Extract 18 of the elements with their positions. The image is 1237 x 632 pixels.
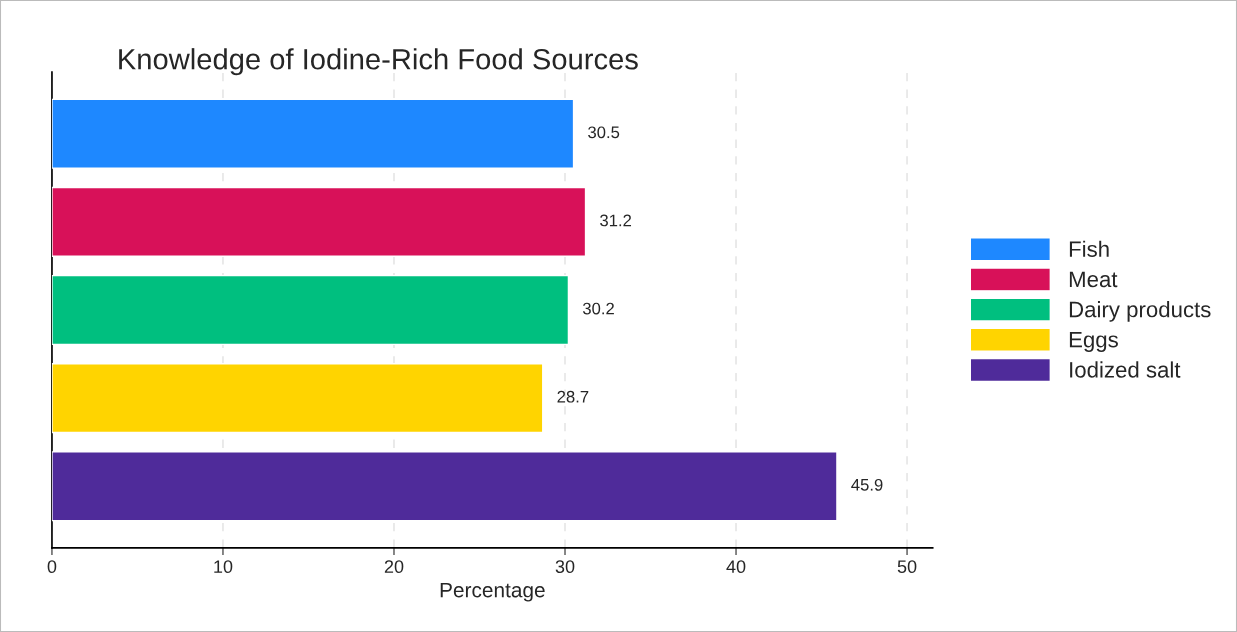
- x-tick-label: 30: [555, 560, 575, 574]
- legend-label: Iodized salt: [1070, 361, 1181, 378]
- x-tick-label: 0: [47, 560, 57, 574]
- chart-title: Knowledge of Iodine-Rich Food Sources: [119, 48, 638, 76]
- x-tick-label: 20: [384, 560, 404, 574]
- x-axis-title: Percentage: [440, 582, 545, 602]
- legend-label: Dairy products: [1069, 301, 1211, 322]
- legend-label: Eggs: [1069, 332, 1118, 352]
- x-tick-label: 50: [897, 560, 917, 574]
- data-label: 30.5: [588, 126, 620, 139]
- legend-label: Fish: [1069, 240, 1109, 258]
- data-label: 28.7: [557, 390, 589, 403]
- x-tick-label: 40: [726, 560, 746, 574]
- data-label: 31.2: [600, 214, 632, 227]
- data-label: 30.2: [582, 302, 614, 315]
- legend-label: Meat: [1069, 271, 1118, 288]
- x-tick-label: 10: [214, 560, 233, 574]
- data-label: 45.9: [851, 478, 883, 491]
